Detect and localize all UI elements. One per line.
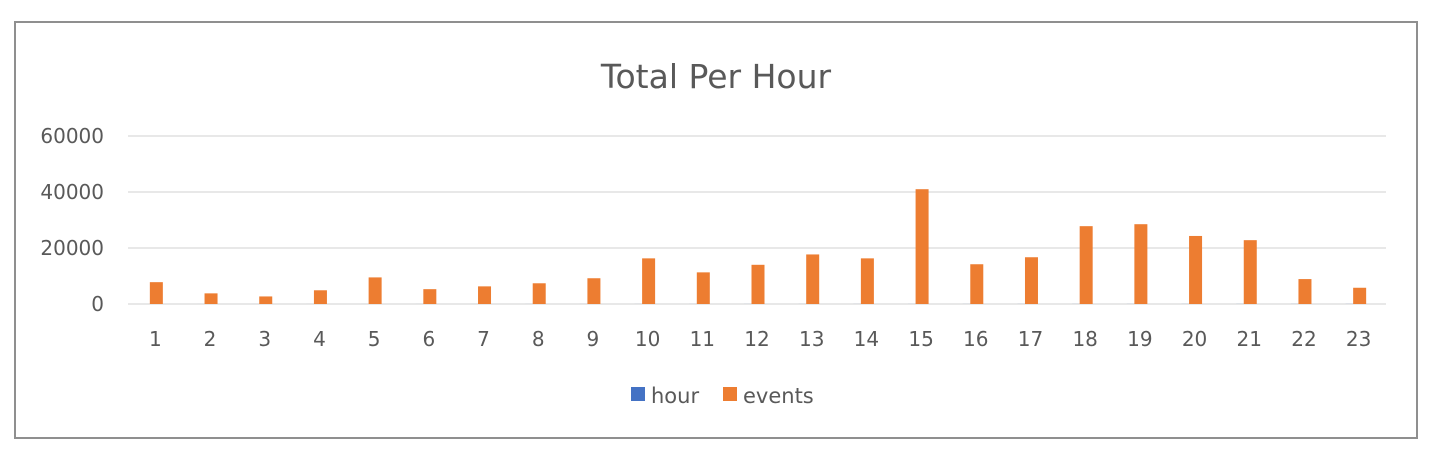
bar-events-15 [915, 189, 929, 304]
x-tick-label-7: 7 [477, 327, 490, 351]
bar-events-6 [423, 289, 437, 304]
y-tick-label-60000: 60000 [40, 124, 104, 148]
bar-events-11 [696, 272, 710, 304]
x-tick-label-1: 1 [149, 327, 162, 351]
chart-title: Total Per Hour [600, 57, 832, 96]
bar-events-8 [532, 283, 546, 304]
chart-frame [14, 21, 1418, 439]
x-tick-label-8: 8 [532, 327, 545, 351]
x-tick-label-6: 6 [422, 327, 435, 351]
bar-events-4 [313, 290, 327, 304]
legend-swatch-events [723, 387, 737, 401]
bar-events-3 [259, 296, 273, 304]
bar-events-12 [751, 264, 765, 304]
x-tick-label-21: 21 [1237, 327, 1262, 351]
bar-events-19 [1134, 224, 1148, 304]
bar-events-13 [806, 254, 820, 304]
x-tick-label-17: 17 [1018, 327, 1043, 351]
x-tick-label-22: 22 [1291, 327, 1316, 351]
bar-events-1 [149, 282, 163, 304]
bar-events-20 [1189, 235, 1203, 304]
x-tick-label-2: 2 [204, 327, 217, 351]
x-tick-label-15: 15 [908, 327, 933, 351]
bar-events-7 [478, 286, 492, 304]
bar-events-23 [1353, 287, 1367, 304]
x-tick-label-11: 11 [690, 327, 715, 351]
x-tick-label-20: 20 [1182, 327, 1207, 351]
x-tick-label-14: 14 [854, 327, 879, 351]
bar-events-17 [1024, 257, 1038, 304]
bar-events-2 [204, 293, 218, 304]
y-tick-label-40000: 40000 [40, 180, 104, 204]
x-tick-label-3: 3 [258, 327, 271, 351]
y-tick-label-0: 0 [91, 292, 104, 316]
x-tick-label-9: 9 [587, 327, 600, 351]
bar-events-18 [1079, 226, 1093, 304]
legend-swatch-hour [631, 387, 645, 401]
x-tick-label-5: 5 [368, 327, 381, 351]
x-tick-label-18: 18 [1072, 327, 1097, 351]
bar-events-22 [1298, 279, 1312, 304]
x-axis-ticks: 1 2 3 4 5 6 7 8 9 10 11 12 13 14 15 16 17 18 19 20 21 22 23 [149, 327, 1371, 351]
bar-events-9 [587, 278, 601, 304]
bar-events-5 [368, 277, 382, 304]
x-tick-label-23: 23 [1346, 327, 1371, 351]
legend: hour events [631, 384, 814, 408]
bars [142, 189, 1367, 304]
x-tick-label-16: 16 [963, 327, 988, 351]
bar-events-21 [1243, 240, 1257, 304]
x-tick-label-10: 10 [635, 327, 660, 351]
y-tick-label-20000: 20000 [40, 236, 104, 260]
y-axis-ticks: 0 20000 40000 60000 [40, 124, 104, 316]
bar-events-14 [860, 258, 874, 304]
bar-events-10 [642, 258, 656, 304]
x-tick-label-13: 13 [799, 327, 824, 351]
x-tick-label-19: 19 [1127, 327, 1152, 351]
bar-events-16 [970, 264, 984, 304]
legend-label-hour: hour [651, 384, 699, 408]
x-tick-label-4: 4 [313, 327, 326, 351]
legend-label-events: events [743, 384, 814, 408]
x-tick-label-12: 12 [744, 327, 769, 351]
